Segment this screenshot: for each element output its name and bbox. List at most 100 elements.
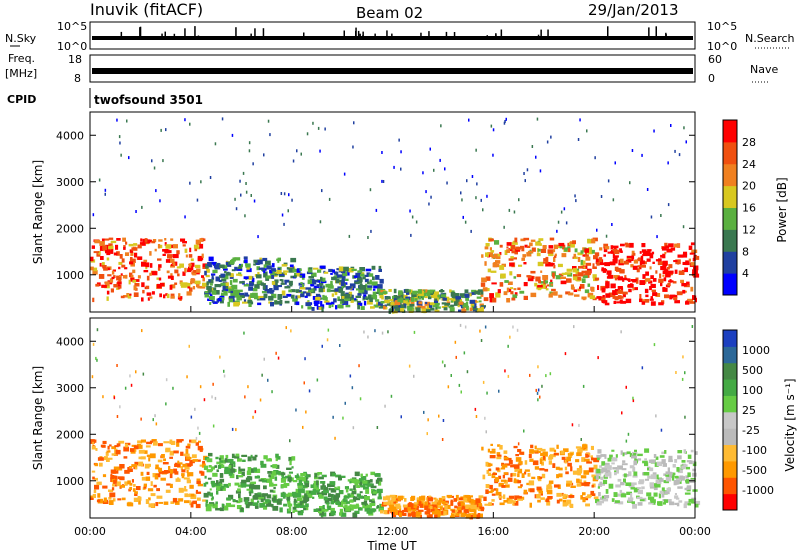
data-cell — [529, 242, 533, 247]
data-cell — [666, 272, 670, 276]
data-cell — [148, 503, 155, 508]
scatter-cell — [655, 414, 657, 418]
data-cell — [638, 266, 642, 270]
scatter-cell — [632, 396, 634, 400]
data-cell — [339, 289, 343, 292]
data-cell — [613, 246, 617, 252]
data-cell — [627, 259, 631, 262]
scatter-cell — [545, 374, 547, 378]
cpid-value: twofsound 3501 — [94, 93, 203, 107]
data-cell — [366, 287, 372, 291]
data-cell — [677, 468, 683, 474]
data-cell — [97, 457, 104, 461]
data-cell — [319, 282, 324, 286]
data-cell — [546, 484, 550, 489]
data-cell — [521, 473, 525, 478]
data-cell — [175, 478, 181, 482]
scatter-cell — [98, 178, 101, 182]
data-cell — [280, 282, 285, 285]
data-cell — [291, 466, 294, 469]
data-cell — [334, 486, 337, 490]
scatter-cell — [656, 235, 658, 239]
data-cell — [395, 498, 399, 501]
data-cell — [102, 474, 107, 478]
data-cell — [440, 289, 443, 293]
data-cell — [133, 497, 139, 502]
data-cell — [628, 288, 632, 293]
scatter-cell — [475, 415, 478, 418]
nsky-spike — [547, 29, 549, 40]
data-cell — [642, 460, 648, 464]
data-cell — [162, 462, 169, 465]
data-cell — [358, 507, 363, 511]
data-cell — [513, 445, 518, 449]
scatter-cell — [141, 205, 143, 209]
data-cell — [513, 288, 517, 291]
data-cell — [665, 474, 670, 477]
data-cell — [360, 485, 366, 488]
data-cell — [482, 287, 488, 292]
data-cell — [575, 459, 580, 463]
data-cell — [442, 498, 446, 503]
data-cell — [592, 266, 597, 269]
data-cell — [194, 280, 201, 285]
data-cell — [234, 266, 238, 271]
data-cell — [668, 280, 674, 283]
data-cell — [599, 262, 606, 266]
data-cell — [360, 273, 365, 277]
velocity-colorbar-label: Velocity [m s⁻¹] — [783, 378, 797, 471]
data-cell — [602, 498, 609, 502]
data-cell — [581, 296, 587, 300]
scatter-cell — [245, 190, 248, 194]
data-cell — [507, 288, 512, 293]
data-cell — [257, 259, 263, 265]
data-cell — [290, 275, 296, 279]
data-cell — [247, 469, 250, 474]
data-cell — [428, 502, 431, 505]
data-cell — [207, 287, 212, 293]
scatter-cell — [352, 145, 354, 149]
data-cell — [499, 502, 505, 506]
data-cell — [224, 285, 229, 290]
data-cell — [244, 484, 250, 487]
data-cell — [180, 466, 183, 470]
y-tick-label: 2000 — [56, 222, 84, 235]
scatter-cell — [625, 439, 628, 443]
scatter-cell — [485, 430, 487, 434]
colorbar-tick-label: 500 — [742, 364, 763, 377]
data-cell — [613, 492, 618, 497]
scatter-cell — [288, 193, 290, 197]
data-cell — [216, 461, 222, 465]
data-cell — [199, 464, 204, 467]
cpid-label: CPID — [7, 93, 36, 106]
scatter-cell — [458, 383, 461, 387]
data-cell — [292, 506, 297, 510]
data-cell — [580, 259, 584, 265]
data-cell — [556, 499, 560, 504]
data-cell — [692, 468, 696, 472]
data-cell — [155, 464, 159, 469]
data-cell — [159, 293, 162, 298]
data-cell — [556, 474, 559, 479]
scatter-cell — [369, 188, 372, 192]
data-cell — [506, 287, 510, 293]
data-cell — [151, 240, 156, 244]
data-cell — [567, 462, 572, 467]
data-cell — [331, 293, 335, 297]
scatter-cell — [446, 181, 448, 185]
data-cell — [143, 259, 148, 263]
data-cell — [323, 496, 328, 501]
data-cell — [553, 255, 557, 258]
data-cell — [371, 281, 378, 286]
data-cell — [387, 500, 391, 505]
data-cell — [438, 497, 443, 503]
scatter-cell — [440, 124, 442, 128]
data-cell — [529, 458, 534, 462]
data-cell — [670, 294, 676, 299]
data-cell — [383, 502, 388, 505]
data-cell — [424, 501, 428, 507]
data-cell — [364, 274, 369, 277]
data-cell — [243, 284, 250, 287]
data-cell — [572, 266, 577, 270]
nsky-spike — [184, 28, 186, 40]
